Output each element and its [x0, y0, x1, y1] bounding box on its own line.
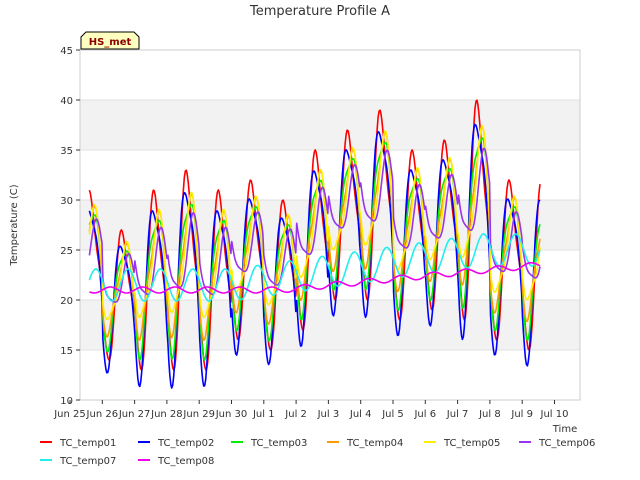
- y-tick-label: 25: [60, 246, 73, 257]
- background-band: [80, 100, 580, 150]
- x-tick-label: Jun 25: [53, 409, 86, 420]
- y-tick-label: 35: [60, 146, 73, 157]
- series-line: [88, 123, 541, 389]
- series-line: [88, 147, 541, 303]
- x-tick-label: Jul 7: [446, 409, 469, 420]
- y-tick-label: 40: [60, 96, 73, 107]
- x-tick-label: Jul 3: [317, 409, 340, 420]
- legend-label: TC_temp04: [346, 438, 403, 449]
- y-tick-label: 20: [60, 296, 73, 307]
- legend-label: TC_temp02: [157, 438, 214, 449]
- y-axis: 10 15 20 25 30 35 40 45: [60, 46, 80, 407]
- x-tick-label: Jun 30: [215, 409, 248, 420]
- legend-label: TC_temp05: [443, 438, 500, 449]
- x-axis: Jun 25 Jun 26 Jun 27 Jun 28 Jun 29 Jun 30 Jul …: [53, 400, 568, 420]
- x-tick-label: Jul 10: [540, 409, 569, 420]
- legend: TC_temp01 TC_temp02 TC_temp03 TC_temp04 TC_t…: [40, 438, 595, 467]
- series-line: [88, 124, 541, 321]
- hs-met-badge: HS_met: [80, 31, 140, 50]
- badge-shape: [80, 31, 140, 50]
- x-tick-label: Jun 27: [118, 409, 151, 420]
- x-tick-label: Jul 6: [413, 409, 436, 420]
- x-tick-label: Jul 5: [381, 409, 404, 420]
- background-band: [80, 300, 580, 350]
- y-tick-label: 30: [60, 196, 73, 207]
- chart-title: Temperature Profile A: [249, 4, 390, 19]
- legend-label: TC_temp03: [250, 438, 307, 449]
- x-tick-label: Jul 9: [510, 409, 533, 420]
- y-tick-label: 10: [60, 396, 73, 407]
- series-layer: [88, 99, 541, 389]
- legend-label: TC_temp06: [538, 438, 595, 449]
- series-line: [89, 261, 541, 294]
- y-tick-label: 45: [60, 46, 73, 57]
- x-tick-label: Jun 28: [150, 409, 183, 420]
- y-tick-label: 15: [60, 346, 73, 357]
- x-tick-label: Jul 1: [252, 409, 275, 420]
- x-axis-label: Time: [552, 424, 577, 435]
- legend-label: TC_temp08: [157, 456, 214, 467]
- badge-label: HS_met: [89, 37, 132, 48]
- x-tick-label: Jun 29: [182, 409, 215, 420]
- x-tick-label: Jul 8: [478, 409, 501, 420]
- series-line: [88, 233, 541, 302]
- x-tick-label: Jul 2: [284, 409, 307, 420]
- y-axis-label: Temperature (C): [9, 184, 20, 266]
- legend-label: TC_temp01: [59, 438, 116, 449]
- plot-frame: [79, 49, 581, 401]
- x-tick-label: Jul 4: [349, 409, 372, 420]
- legend-label: TC_temp07: [59, 456, 116, 467]
- x-tick-label: Jun 26: [86, 409, 119, 420]
